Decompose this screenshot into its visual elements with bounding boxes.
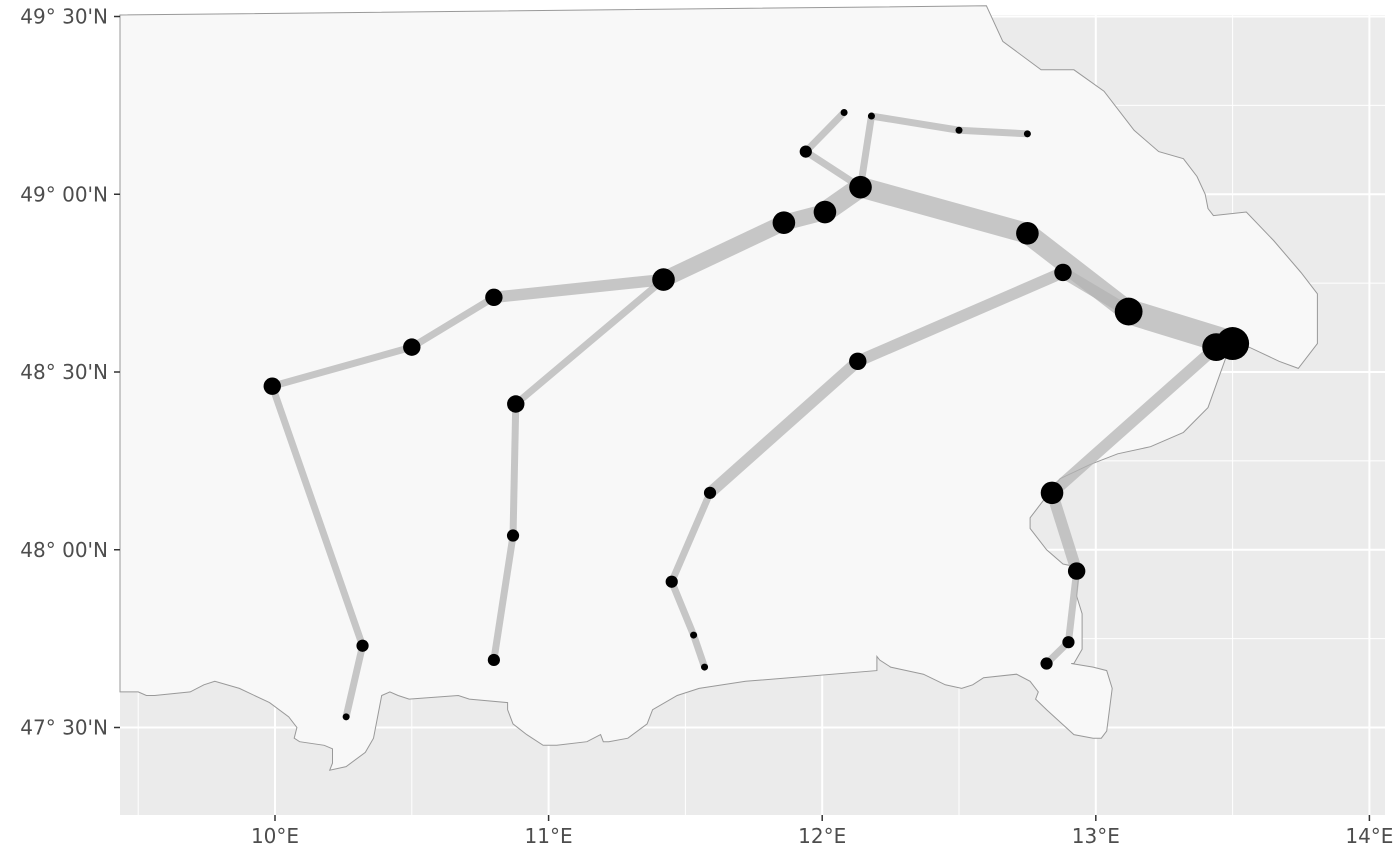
route-segment bbox=[271, 343, 413, 390]
location-point bbox=[703, 486, 717, 499]
route-segment bbox=[1048, 342, 1221, 498]
route-points bbox=[263, 108, 1250, 721]
route-segment bbox=[513, 276, 666, 407]
location-point bbox=[1040, 481, 1064, 505]
location-point bbox=[867, 112, 875, 120]
y-tick-label: 49° 00'N bbox=[20, 182, 108, 206]
location-point bbox=[263, 377, 281, 395]
route-segment bbox=[509, 403, 520, 536]
x-tick-label: 13°E bbox=[1072, 824, 1120, 848]
y-tick-label: 47° 30'N bbox=[20, 716, 108, 740]
y-tick-label: 48° 00'N bbox=[20, 538, 108, 562]
axes: 10°E 11°E 12°E 13°E 14°E 49° 30'N 49° 00… bbox=[20, 5, 1393, 849]
route-segment bbox=[268, 385, 366, 647]
location-point bbox=[701, 663, 709, 671]
x-tick-label: 11°E bbox=[525, 824, 573, 848]
location-point bbox=[1062, 636, 1075, 649]
route-segment bbox=[690, 633, 708, 669]
x-tick-label: 12°E bbox=[798, 824, 846, 848]
location-point bbox=[1023, 130, 1031, 138]
location-point bbox=[403, 338, 421, 356]
route-segment bbox=[870, 112, 960, 134]
location-point bbox=[507, 395, 525, 413]
location-point bbox=[1016, 222, 1039, 245]
land-area bbox=[119, 5, 1318, 771]
x-tick-label: 14°E bbox=[1345, 824, 1393, 848]
route-segment bbox=[1064, 570, 1081, 643]
route-segment bbox=[342, 644, 366, 718]
location-point bbox=[487, 653, 500, 667]
location-point bbox=[652, 268, 675, 291]
y-tick-label: 48° 30'N bbox=[20, 360, 108, 384]
y-axis: 49° 30'N 49° 00'N 48° 30'N 48° 00'N 47° … bbox=[20, 5, 120, 740]
location-point bbox=[690, 631, 698, 639]
location-point bbox=[1054, 263, 1072, 282]
location-point bbox=[772, 211, 796, 234]
route-segment bbox=[803, 110, 847, 155]
location-point bbox=[506, 529, 520, 542]
route-segment bbox=[857, 115, 875, 188]
route-lines bbox=[268, 110, 1237, 718]
route-segment bbox=[660, 215, 788, 287]
route-segment bbox=[1046, 491, 1083, 573]
route-segment bbox=[490, 534, 517, 661]
route-segment bbox=[493, 273, 665, 304]
route-segment bbox=[668, 580, 697, 637]
route-segment bbox=[668, 491, 714, 584]
location-point bbox=[840, 108, 848, 116]
location-point bbox=[849, 175, 872, 199]
location-point bbox=[1040, 657, 1053, 670]
route-segment bbox=[857, 177, 1031, 244]
x-axis: 10°E 11°E 12°E 13°E 14°E bbox=[251, 815, 1393, 848]
location-point bbox=[1114, 297, 1143, 326]
location-point bbox=[342, 713, 350, 721]
y-tick-label: 49° 30'N bbox=[20, 5, 108, 29]
location-point bbox=[955, 126, 963, 134]
location-point bbox=[485, 288, 503, 307]
location-point bbox=[665, 575, 678, 588]
location-point bbox=[849, 352, 867, 371]
location-point bbox=[799, 145, 812, 158]
location-point bbox=[356, 639, 369, 652]
location-point bbox=[1216, 327, 1250, 361]
location-point bbox=[1067, 562, 1086, 580]
x-tick-label: 10°E bbox=[251, 824, 299, 848]
route-segment bbox=[706, 357, 862, 498]
route-segment bbox=[409, 294, 496, 351]
route-segment bbox=[958, 126, 1028, 138]
location-point bbox=[813, 200, 837, 224]
route-segment bbox=[855, 267, 1066, 367]
